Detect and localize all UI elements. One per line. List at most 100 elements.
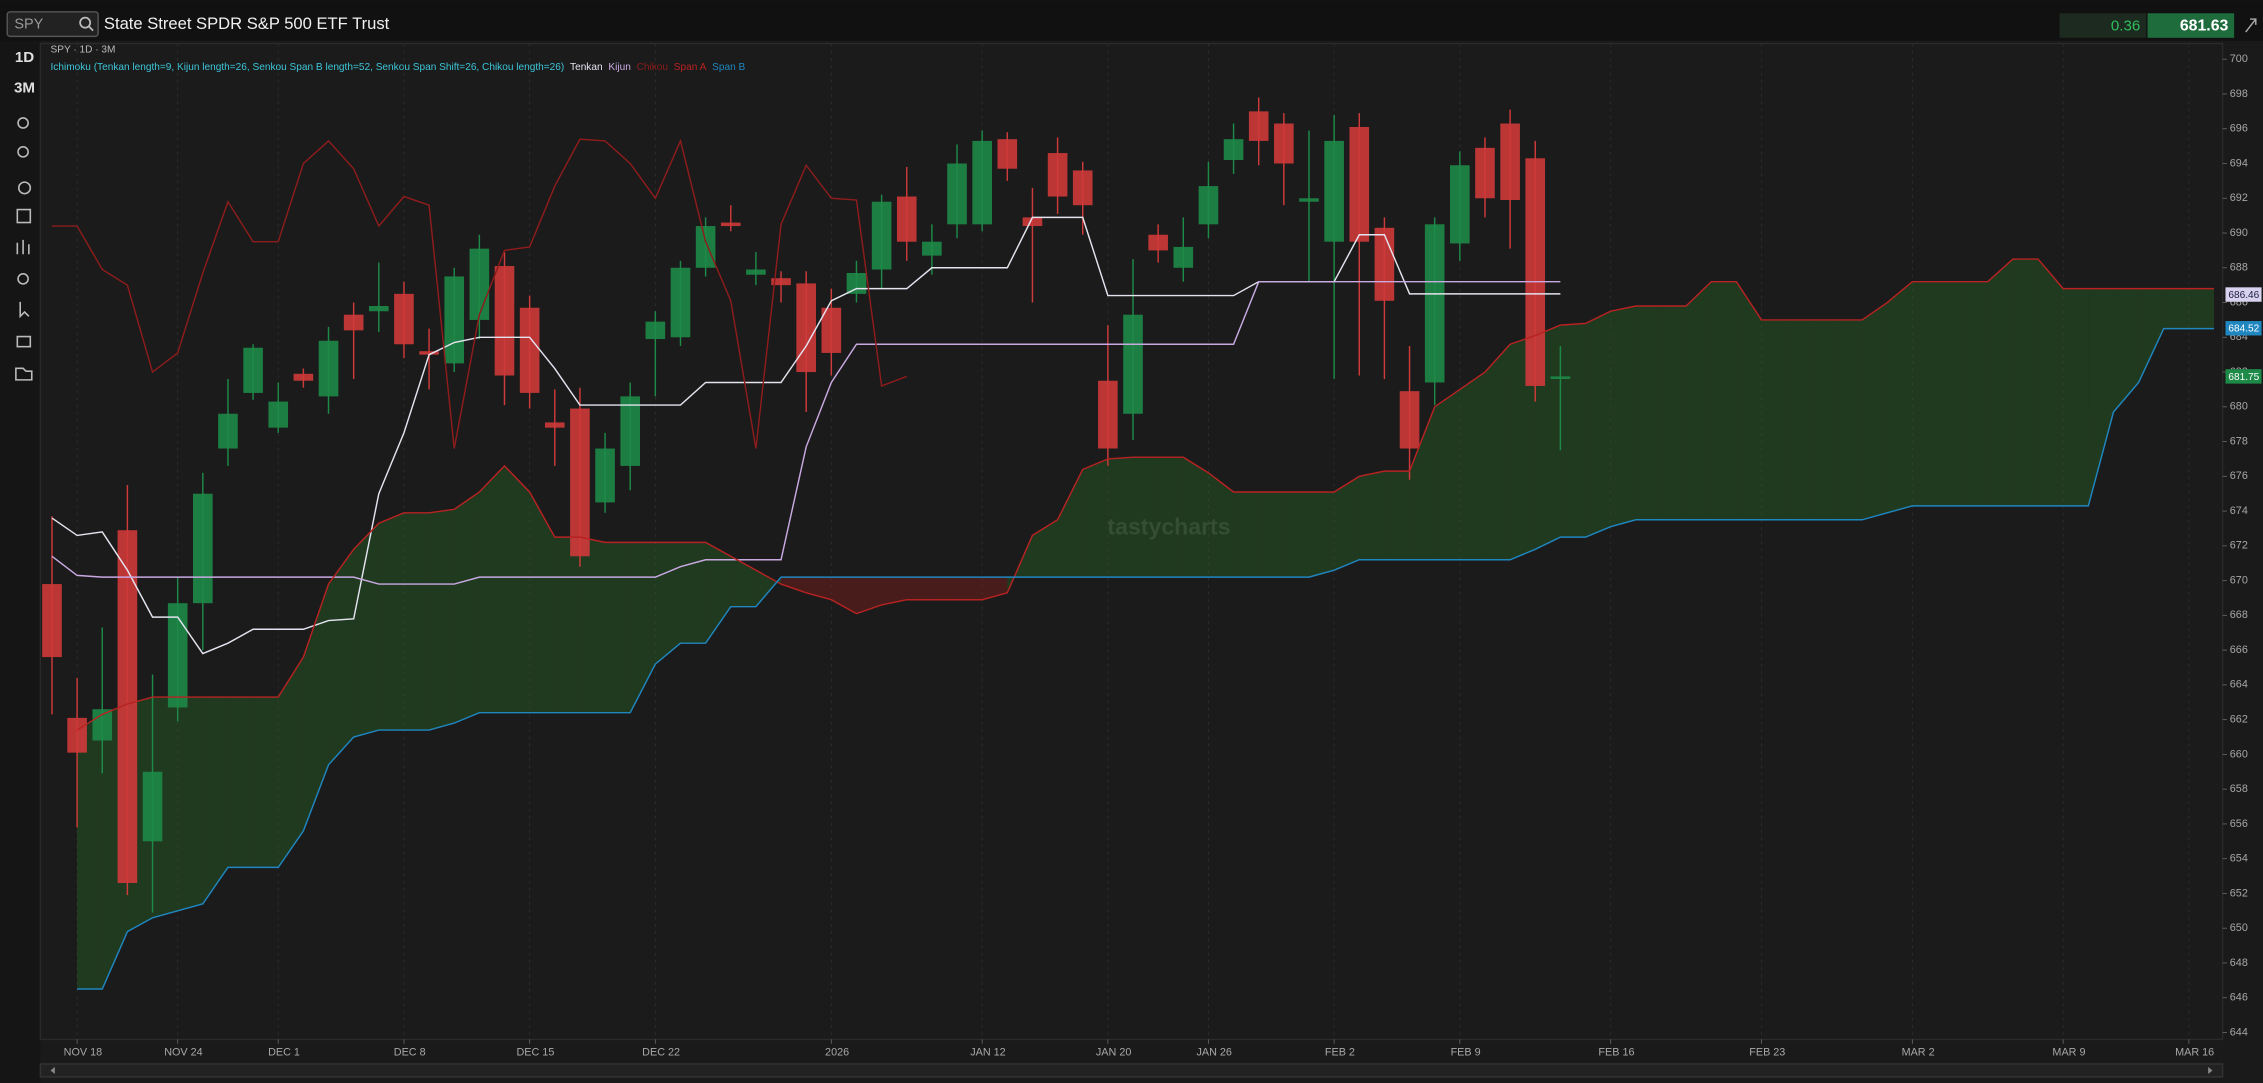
candle-body bbox=[1198, 186, 1219, 225]
cloud bbox=[2113, 288, 2139, 413]
cloud bbox=[2138, 288, 2164, 383]
x-tick-label: MAR 2 bbox=[1902, 1046, 1935, 1058]
cloud bbox=[1409, 406, 1435, 560]
cloud bbox=[1912, 281, 1938, 506]
cloud bbox=[1057, 469, 1083, 578]
y-tick-label: 646 bbox=[2230, 992, 2248, 1004]
cloud bbox=[1434, 389, 1460, 560]
cloud bbox=[1510, 335, 1536, 560]
cloud bbox=[2188, 288, 2215, 329]
cloud bbox=[1887, 281, 1913, 513]
cloud bbox=[1484, 344, 1511, 560]
cloud bbox=[177, 697, 203, 911]
zoom-out-icon[interactable] bbox=[17, 145, 29, 158]
candle-body bbox=[796, 283, 816, 373]
candle-body bbox=[394, 293, 414, 345]
cloud bbox=[1032, 519, 1058, 578]
candle-body bbox=[720, 222, 741, 227]
drawing-icon[interactable] bbox=[16, 335, 32, 348]
scroll-right[interactable] bbox=[2208, 1066, 2213, 1075]
last-box bbox=[2147, 13, 2235, 38]
cloud bbox=[680, 542, 706, 644]
scrollbar[interactable] bbox=[39, 1063, 2224, 1078]
y-tick-label: 690 bbox=[2230, 227, 2248, 239]
search-icon[interactable] bbox=[79, 16, 92, 29]
settings-icon[interactable] bbox=[17, 272, 29, 285]
cloud bbox=[1836, 319, 1863, 520]
grid-icon[interactable] bbox=[16, 208, 32, 224]
cloud bbox=[957, 577, 983, 600]
candle-body bbox=[1022, 217, 1043, 227]
cloud bbox=[1937, 281, 1963, 506]
cloud bbox=[1007, 535, 1033, 593]
sidebar bbox=[0, 40, 41, 1083]
x-tick-label: FEB 2 bbox=[1325, 1046, 1355, 1058]
candle-body bbox=[368, 306, 389, 312]
indicator-line bbox=[51, 138, 908, 449]
top-bar bbox=[0, 0, 2263, 41]
indicator-line bbox=[77, 327, 2215, 990]
y-tick-label: 654 bbox=[2230, 853, 2248, 865]
zoom-in-icon[interactable] bbox=[17, 117, 29, 129]
candle-body bbox=[821, 307, 842, 353]
popout-icon[interactable] bbox=[2245, 18, 2257, 33]
cloud bbox=[730, 556, 756, 607]
price-tag bbox=[2225, 287, 2262, 302]
cloud bbox=[253, 697, 279, 868]
style-icon[interactable] bbox=[17, 181, 32, 195]
folder-icon[interactable] bbox=[15, 367, 33, 381]
range-button[interactable]: 3M bbox=[14, 79, 35, 96]
y-tick-label: 678 bbox=[2230, 435, 2248, 447]
cloud bbox=[1736, 281, 1762, 520]
cloud bbox=[655, 542, 681, 665]
y-tick-label: 674 bbox=[2230, 505, 2248, 517]
candle-body bbox=[972, 140, 992, 225]
cloud bbox=[1359, 471, 1385, 560]
candle-body bbox=[519, 307, 540, 393]
y-tick-label: 684 bbox=[2230, 331, 2248, 343]
studies-icon[interactable] bbox=[16, 239, 30, 255]
indicator-line bbox=[51, 280, 1561, 585]
cloud bbox=[831, 577, 857, 614]
change: 0.36 bbox=[2111, 17, 2140, 34]
cloud bbox=[1610, 306, 1636, 527]
chart-subtitle: SPY · 1D · 3M bbox=[51, 45, 116, 56]
watermark: tastycharts bbox=[1107, 514, 1230, 540]
period-button[interactable]: 1D bbox=[15, 49, 34, 66]
price-tag-label: 686.46 bbox=[2228, 290, 2259, 301]
candle-body bbox=[193, 493, 213, 604]
candle-body bbox=[1475, 147, 1495, 199]
cloud bbox=[1811, 319, 1837, 520]
symbol: SPY bbox=[14, 17, 43, 33]
price-tag-label: 684.52 bbox=[2228, 324, 2259, 335]
symbol-search[interactable] bbox=[6, 11, 99, 38]
cloud bbox=[1208, 472, 1234, 578]
candle-body bbox=[444, 276, 465, 364]
cloud bbox=[2038, 259, 2064, 506]
cloud bbox=[1987, 259, 2013, 506]
cloud bbox=[278, 657, 304, 868]
y-tick-label: 688 bbox=[2230, 262, 2248, 274]
price-tag bbox=[2225, 369, 2262, 384]
y-tick-label: 670 bbox=[2230, 574, 2248, 586]
x-tick-label: NOV 24 bbox=[164, 1046, 202, 1058]
instrument-title: State Street SPDR S&P 500 ETF Trust bbox=[104, 14, 390, 33]
cloud bbox=[504, 465, 530, 713]
legend-entry: Chikou bbox=[637, 62, 668, 73]
price-tag-label: 681.75 bbox=[2228, 372, 2259, 383]
cursor-icon[interactable] bbox=[19, 301, 30, 319]
x-tick-label: NOV 18 bbox=[64, 1046, 102, 1058]
candle-body bbox=[896, 196, 917, 242]
candle-body bbox=[1047, 153, 1068, 197]
scroll-left[interactable] bbox=[50, 1066, 55, 1075]
candle-body bbox=[293, 373, 314, 381]
candle-body bbox=[1223, 139, 1244, 161]
cloud bbox=[1962, 281, 1988, 506]
cloud bbox=[454, 491, 480, 724]
y-tick-label: 680 bbox=[2230, 401, 2248, 413]
candle-body bbox=[243, 347, 263, 393]
cloud bbox=[579, 537, 606, 713]
cloud bbox=[77, 714, 103, 990]
y-tick-label: 662 bbox=[2230, 713, 2248, 725]
